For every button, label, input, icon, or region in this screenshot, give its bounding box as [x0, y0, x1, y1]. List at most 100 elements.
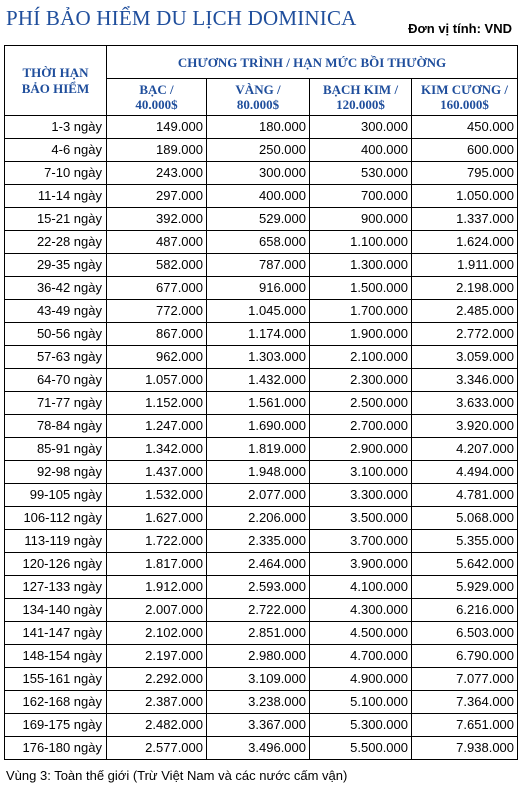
table-row: 50-56 ngày 867.000 1.174.000 1.900.000 2.772…	[4, 322, 519, 346]
premium-cell: 529.000	[206, 207, 310, 231]
premium-cell: 1.100.000	[309, 230, 412, 254]
premium-cell: 1.303.000	[206, 345, 310, 369]
table-row: 155-161 ngày 2.292.000 3.109.000 4.900.000 7…	[4, 667, 519, 691]
premium-cell: 1.627.000	[106, 506, 207, 530]
premium-cell: 1.948.000	[206, 460, 310, 484]
table-row: 57-63 ngày 962.000 1.303.000 2.100.000 3.059…	[4, 345, 519, 369]
premium-cell: 867.000	[106, 322, 207, 346]
table-row: 148-154 ngày 2.197.000 2.980.000 4.700.000 6…	[4, 644, 519, 668]
table-row: 71-77 ngày 1.152.000 1.561.000 2.500.000 3.6…	[4, 391, 519, 415]
premium-cell: 4.781.000	[410, 483, 519, 507]
term-cell: 155-161 ngày	[4, 667, 107, 691]
premium-cell: 392.000	[106, 207, 207, 231]
table-row: 64-70 ngày 1.057.000 1.432.000 2.300.000 3.3…	[4, 368, 519, 392]
term-cell: 141-147 ngày	[4, 621, 107, 645]
premium-cell: 7.651.000	[410, 713, 519, 737]
premium-cell: 2.500.000	[309, 391, 412, 415]
premium-cell: 1.722.000	[106, 529, 207, 553]
plan-name: KIM CƯƠNG /	[421, 82, 508, 97]
premium-cell: 250.000	[206, 138, 310, 162]
page-title: PHÍ BẢO HIỂM DU LỊCH DOMINICA	[6, 6, 357, 30]
premium-cell: 795.000	[410, 161, 519, 185]
premium-cell: 2.577.000	[106, 736, 207, 760]
premium-cell: 189.000	[106, 138, 207, 162]
plan-header: KIM CƯƠNG /160.000$	[410, 78, 519, 116]
premium-cell: 3.920.000	[410, 414, 519, 438]
premium-cell: 1.337.000	[410, 207, 519, 231]
plan-limit: 80.000$	[236, 97, 280, 112]
premium-cell: 4.500.000	[309, 621, 412, 645]
premium-cell: 5.642.000	[410, 552, 519, 576]
table-row: 106-112 ngày 1.627.000 2.206.000 3.500.000 5…	[4, 506, 519, 530]
table-row: 113-119 ngày 1.722.000 2.335.000 3.700.000 5…	[4, 529, 519, 553]
table-row: 22-28 ngày 487.000 658.000 1.100.000 1.624.0…	[4, 230, 519, 254]
premium-cell: 1.057.000	[106, 368, 207, 392]
premium-cell: 4.494.000	[410, 460, 519, 484]
term-cell: 127-133 ngày	[4, 575, 107, 599]
premium-cell: 7.938.000	[410, 736, 519, 760]
term-cell: 92-98 ngày	[4, 460, 107, 484]
premium-cell: 5.500.000	[309, 736, 412, 760]
premium-cell: 5.068.000	[410, 506, 519, 530]
term-cell: 29-35 ngày	[4, 253, 107, 277]
premium-cell: 4.207.000	[410, 437, 519, 461]
premium-cell: 2.593.000	[206, 575, 310, 599]
premium-cell: 2.900.000	[309, 437, 412, 461]
premium-cell: 3.100.000	[309, 460, 412, 484]
term-cell: 148-154 ngày	[4, 644, 107, 668]
premium-cell: 149.000	[106, 115, 207, 139]
term-cell: 22-28 ngày	[4, 230, 107, 254]
premium-cell: 1.050.000	[410, 184, 519, 208]
term-cell: 106-112 ngày	[4, 506, 107, 530]
plan-name: BẠCH KIM /	[322, 82, 399, 97]
premium-cell: 3.300.000	[309, 483, 412, 507]
premium-cell: 3.700.000	[309, 529, 412, 553]
term-cell: 169-175 ngày	[4, 713, 107, 737]
premium-cell: 2.300.000	[309, 368, 412, 392]
table-row: 29-35 ngày 582.000 787.000 1.300.000 1.911.0…	[4, 253, 519, 277]
term-cell: 15-21 ngày	[4, 207, 107, 231]
premium-cell: 2.980.000	[206, 644, 310, 668]
table-row: 127-133 ngày 1.912.000 2.593.000 4.100.000 5…	[4, 575, 519, 599]
premium-cell: 297.000	[106, 184, 207, 208]
term-cell: 11-14 ngày	[4, 184, 107, 208]
premium-cell: 243.000	[106, 161, 207, 185]
premium-cell: 2.387.000	[106, 690, 207, 714]
premium-cell: 1.912.000	[106, 575, 207, 599]
term-cell: 7-10 ngày	[4, 161, 107, 185]
premium-cell: 2.700.000	[309, 414, 412, 438]
premium-cell: 400.000	[206, 184, 310, 208]
premium-cell: 2.722.000	[206, 598, 310, 622]
term-header-line: THỜI HẠN	[22, 64, 89, 80]
premium-cell: 1.432.000	[206, 368, 310, 392]
premium-cell: 3.238.000	[206, 690, 310, 714]
premium-cell: 2.464.000	[206, 552, 310, 576]
premium-cell: 700.000	[309, 184, 412, 208]
premium-cell: 300.000	[309, 115, 412, 139]
premium-cell: 2.482.000	[106, 713, 207, 737]
term-cell: 71-77 ngày	[4, 391, 107, 415]
premium-cell: 1.247.000	[106, 414, 207, 438]
region-footnote: Vùng 3: Toàn thế giới (Trừ Việt Nam và c…	[6, 768, 348, 783]
term-cell: 1-3 ngày	[4, 115, 107, 139]
premium-cell: 787.000	[206, 253, 310, 277]
premium-cell: 5.300.000	[309, 713, 412, 737]
table-row: 134-140 ngày 2.007.000 2.722.000 4.300.000 6…	[4, 598, 519, 622]
term-cell: 162-168 ngày	[4, 690, 107, 714]
plan-limit: 160.000$	[440, 97, 489, 112]
premium-cell: 1.561.000	[206, 391, 310, 415]
premium-cell: 7.077.000	[410, 667, 519, 691]
premium-cell: 6.216.000	[410, 598, 519, 622]
premium-cell: 3.633.000	[410, 391, 519, 415]
premium-cell: 3.109.000	[206, 667, 310, 691]
table-row: 4-6 ngày 189.000 250.000 400.000 600.000	[4, 138, 519, 162]
term-cell: 99-105 ngày	[4, 483, 107, 507]
premium-cell: 2.485.000	[410, 299, 519, 323]
plan-limit: 40.000$	[135, 97, 178, 112]
term-cell: 120-126 ngày	[4, 552, 107, 576]
premium-cell: 1.817.000	[106, 552, 207, 576]
premium-cell: 487.000	[106, 230, 207, 254]
premium-cell: 4.900.000	[309, 667, 412, 691]
term-cell: 113-119 ngày	[4, 529, 107, 553]
term-cell: 57-63 ngày	[4, 345, 107, 369]
